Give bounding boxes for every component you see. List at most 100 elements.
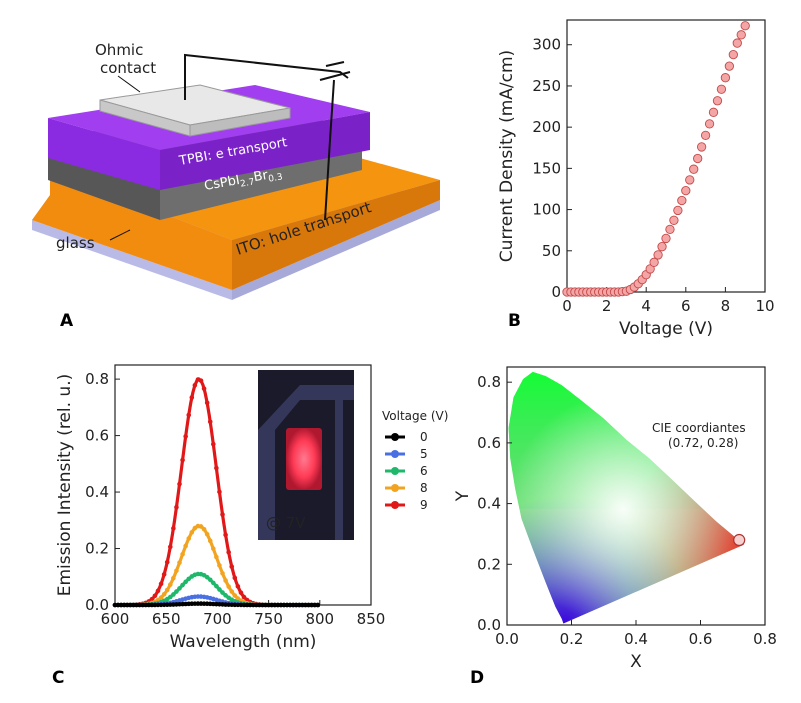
data-point <box>732 38 742 48</box>
series-marker-9 <box>204 400 210 406</box>
series-marker-8 <box>180 551 185 557</box>
data-point <box>716 84 727 94</box>
y-tick-label: 0.2 <box>477 555 501 573</box>
perovskite-label: CsPbI2.7Br0.3 <box>203 166 283 196</box>
data-point <box>712 96 723 106</box>
series-marker-9 <box>238 590 244 595</box>
x-tick-label: 0.6 <box>689 630 713 648</box>
series-marker-9 <box>220 512 225 517</box>
wire <box>324 79 335 221</box>
cie-fill-white <box>508 371 744 624</box>
data-point <box>685 175 695 185</box>
series-marker-9 <box>241 594 247 600</box>
cie-label-line1: CIE coordiantes <box>652 421 746 435</box>
ohmic-contact-side <box>189 107 291 137</box>
plot-frame <box>566 19 766 293</box>
x-tick-label: 800 <box>305 610 334 628</box>
battery-plate-long <box>319 71 351 81</box>
x-tick-label: 2 <box>602 297 612 315</box>
data-point <box>673 205 683 216</box>
ito-front <box>32 170 232 290</box>
data-point <box>708 107 719 117</box>
x-axis-label: Voltage (V) <box>619 319 713 339</box>
y-axis-label: Y <box>453 490 473 502</box>
glass-side <box>232 200 440 300</box>
series-marker-9 <box>149 596 155 602</box>
data-point <box>649 257 659 267</box>
series-marker-8 <box>232 593 238 598</box>
x-axis-label: Wavelength (nm) <box>170 632 317 652</box>
ohmic-label-line1: Ohmic <box>95 41 143 59</box>
data-point <box>740 21 750 31</box>
ito-side <box>232 180 440 290</box>
y-tick-label: 100 <box>532 201 561 219</box>
y-tick-label: 300 <box>532 36 561 54</box>
inset-label: @ 7V <box>266 514 306 532</box>
inset-glow <box>286 428 322 490</box>
data-point <box>736 30 746 40</box>
inset-photo: @ 7V <box>258 370 354 540</box>
series-marker-9 <box>198 378 204 383</box>
wire <box>184 53 349 100</box>
series-marker-9 <box>201 386 207 391</box>
y-tick-label: 0.8 <box>85 370 109 388</box>
series-marker-6 <box>177 586 182 591</box>
series-marker-8 <box>198 524 204 529</box>
ohmic-callout-line <box>117 75 141 93</box>
series-marker-8 <box>167 582 173 587</box>
series-marker-6 <box>211 580 216 586</box>
series-marker-8 <box>186 536 192 541</box>
series-marker-8 <box>229 589 235 594</box>
series-marker-9 <box>161 572 167 577</box>
y-axis-label: Emission Intensity (rel. u.) <box>55 374 75 597</box>
glass-callout-line <box>109 229 131 241</box>
data-point <box>728 49 738 60</box>
series-marker-6 <box>204 574 210 580</box>
series-marker-9 <box>171 526 176 531</box>
legend-marker-0 <box>391 433 399 441</box>
series-marker-9 <box>235 584 241 589</box>
series-marker-6 <box>171 592 176 597</box>
x-tick-label: 8 <box>721 297 731 315</box>
series-marker-8 <box>226 584 231 589</box>
legend-marker-9 <box>391 501 399 509</box>
y-tick-label: 50 <box>542 242 561 260</box>
data-point <box>724 61 735 71</box>
glass-label: glass <box>56 234 95 252</box>
legend-marker-8 <box>391 484 399 492</box>
series-marker-8 <box>183 543 188 549</box>
x-tick-label: 10 <box>755 297 774 315</box>
series-marker-8 <box>223 578 228 583</box>
series-marker-9 <box>229 564 235 569</box>
y-axis-label: Current Density (mA/cm) <box>497 50 517 262</box>
y-tick-label: 200 <box>532 118 561 136</box>
legend-marker-6 <box>391 467 399 475</box>
series-marker-8 <box>164 587 170 593</box>
glass-front <box>32 220 232 300</box>
series-marker-6 <box>217 587 222 592</box>
series-marker-9 <box>189 395 195 400</box>
data-point <box>696 142 707 152</box>
tpbi-front <box>48 118 160 190</box>
series-marker-9 <box>177 481 182 487</box>
series-marker-6 <box>174 589 179 594</box>
series-marker-6 <box>214 583 219 589</box>
cie-point <box>733 533 746 547</box>
series-marker-9 <box>192 382 198 388</box>
series-marker-9 <box>214 465 219 471</box>
series-marker-6 <box>207 577 213 583</box>
x-tick-label: 0.8 <box>753 630 777 648</box>
data-point <box>700 130 711 141</box>
series-marker-9 <box>180 457 185 463</box>
series-marker-8 <box>189 530 195 535</box>
legend-label-5: 5 <box>420 447 428 461</box>
series-marker-9 <box>211 441 216 447</box>
x-tick-label: 850 <box>357 610 386 628</box>
inset-frame-bar <box>335 400 343 540</box>
y-tick-label: 0.2 <box>85 540 109 558</box>
series-marker-8 <box>201 526 207 532</box>
series-marker-9 <box>207 419 213 425</box>
x-tick-label: 0.4 <box>624 630 648 648</box>
series-marker-0 <box>315 602 321 608</box>
